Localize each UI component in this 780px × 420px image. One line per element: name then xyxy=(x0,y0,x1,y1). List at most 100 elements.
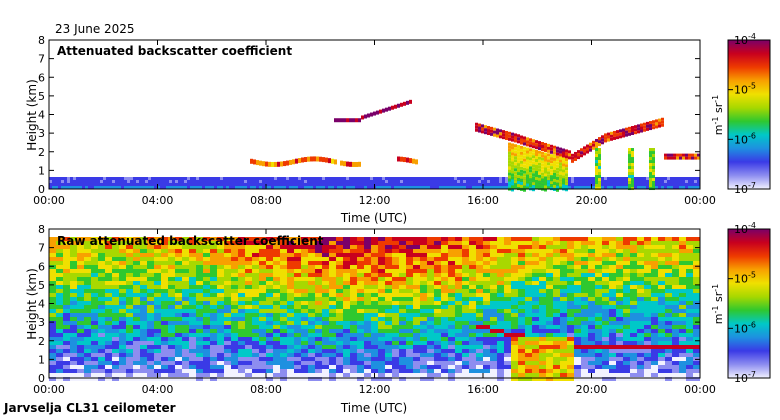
heatmap-cell xyxy=(640,126,643,130)
heatmap-cell xyxy=(382,108,385,113)
heatmap-cell xyxy=(602,333,609,337)
heatmap-cell xyxy=(245,361,252,365)
heatmap-cell xyxy=(168,377,175,381)
colorbar-tick-label: 10-4 xyxy=(734,32,756,47)
heatmap-cell xyxy=(98,297,105,301)
heatmap-cell xyxy=(623,301,630,305)
heatmap-cell xyxy=(651,269,658,273)
heatmap-cell xyxy=(483,301,490,305)
heatmap-cell xyxy=(547,180,550,184)
heatmap-cell xyxy=(301,237,308,241)
heatmap-cell xyxy=(400,177,403,180)
heatmap-cell xyxy=(496,177,499,180)
heatmap-cell xyxy=(454,180,457,183)
heatmap-cell xyxy=(182,281,189,285)
heatmap-cell xyxy=(602,309,609,313)
heatmap-cell xyxy=(571,159,574,163)
heatmap-cell xyxy=(630,237,637,241)
heatmap-cell xyxy=(229,180,232,183)
heatmap-cell xyxy=(262,180,265,183)
heatmap-cell xyxy=(224,241,231,245)
heatmap-cell xyxy=(553,373,560,377)
heatmap-cell xyxy=(352,183,355,186)
heatmap-cell xyxy=(463,177,466,180)
heatmap-cell xyxy=(631,160,634,164)
heatmap-cell xyxy=(609,293,616,297)
heatmap-cell xyxy=(175,177,178,180)
heatmap-cell xyxy=(325,186,328,189)
heatmap-cell xyxy=(496,134,499,138)
heatmap-cell xyxy=(539,369,546,373)
heatmap-cell xyxy=(295,186,298,189)
heatmap-cell xyxy=(154,285,161,289)
heatmap-cell xyxy=(238,289,245,293)
heatmap-cell xyxy=(539,337,546,341)
heatmap-cell xyxy=(322,285,329,289)
heatmap-cell xyxy=(280,373,287,377)
heatmap-cell xyxy=(628,184,631,188)
heatmap-cell xyxy=(295,183,298,186)
heatmap-cell xyxy=(277,161,280,167)
heatmap-cell xyxy=(231,229,238,233)
heatmap-cell xyxy=(119,333,126,337)
heatmap-cell xyxy=(378,341,385,345)
heatmap-cell xyxy=(147,281,154,285)
heatmap-cell xyxy=(273,313,280,317)
heatmap-cell xyxy=(538,147,541,151)
heatmap-cell xyxy=(266,353,273,357)
heatmap-cell xyxy=(287,237,294,241)
heatmap-cell xyxy=(478,126,481,130)
heatmap-cell xyxy=(556,161,559,165)
heatmap-cell xyxy=(511,249,518,253)
heatmap-cell xyxy=(364,329,371,333)
heatmap-cell xyxy=(631,181,634,185)
heatmap-cell xyxy=(56,317,63,321)
heatmap-cell xyxy=(616,345,623,349)
heatmap-cell xyxy=(556,167,559,171)
heatmap-cell xyxy=(161,297,168,301)
heatmap-cell xyxy=(280,183,283,186)
heatmap-cell xyxy=(658,369,665,373)
heatmap-cell xyxy=(625,186,628,189)
heatmap-cell xyxy=(224,353,231,357)
heatmap-cell xyxy=(308,353,315,357)
heatmap-cell xyxy=(244,186,247,189)
heatmap-cell xyxy=(392,337,399,341)
heatmap-cell xyxy=(224,281,231,285)
heatmap-cell xyxy=(469,177,472,180)
heatmap-cell xyxy=(322,183,325,186)
heatmap-cell xyxy=(532,297,539,301)
heatmap-cell xyxy=(283,161,286,167)
heatmap-cell xyxy=(649,178,652,182)
heatmap-cell xyxy=(168,325,175,329)
heatmap-cell xyxy=(126,321,133,325)
heatmap-cell xyxy=(567,313,574,317)
heatmap-cell xyxy=(577,180,580,183)
heatmap-cell xyxy=(308,229,315,233)
heatmap-cell xyxy=(539,309,546,313)
heatmap-cell xyxy=(77,297,84,301)
heatmap-cell xyxy=(259,180,262,183)
heatmap-cell xyxy=(644,377,651,381)
heatmap-cell xyxy=(413,269,420,273)
heatmap-cell xyxy=(154,353,161,357)
heatmap-cell xyxy=(112,229,119,233)
heatmap-cell xyxy=(496,128,499,132)
heatmap-cell xyxy=(553,166,556,170)
heatmap-cell xyxy=(126,345,133,349)
heatmap-cell xyxy=(421,183,424,186)
heatmap-cell xyxy=(609,273,616,277)
heatmap-cell xyxy=(644,229,651,233)
heatmap-cell xyxy=(287,349,294,353)
heatmap-cell xyxy=(350,337,357,341)
heatmap-cell xyxy=(63,317,70,321)
heatmap-cell xyxy=(277,186,280,189)
heatmap-cell xyxy=(560,253,567,257)
heatmap-cell xyxy=(388,180,391,183)
heatmap-cell xyxy=(187,177,190,180)
heatmap-cell xyxy=(301,177,304,180)
heatmap-cell xyxy=(67,177,70,180)
heatmap-cell xyxy=(511,301,518,305)
heatmap-cell xyxy=(322,229,329,233)
heatmap-cell xyxy=(182,269,189,273)
